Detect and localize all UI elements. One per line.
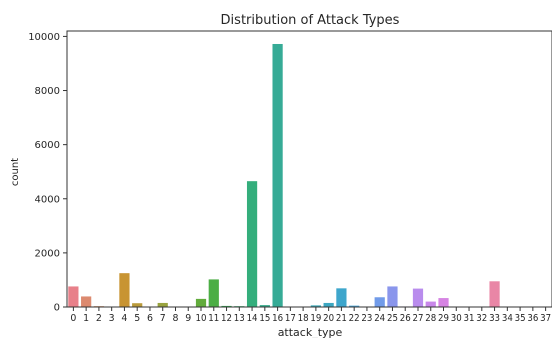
x-tick-label: 26 [400,313,411,324]
x-tick-label: 14 [247,313,258,324]
bar-1 [81,296,92,307]
bar-14 [246,181,258,307]
x-tick-label: 12 [221,313,232,324]
bar-22 [349,305,360,307]
x-tick-label: 3 [109,313,115,324]
y-tick-label: 6000 [35,140,60,151]
bar-7 [157,302,168,307]
x-tick-label: 28 [425,313,436,324]
x-tick-label: 8 [172,313,178,324]
bar-33 [489,281,500,307]
x-tick-label: 7 [160,313,166,324]
x-tick-label: 34 [502,313,513,324]
chart-title: Distribution of Attack Types [221,13,400,28]
bar-0 [68,286,79,307]
y-tick-label: 4000 [35,194,60,205]
y-axis: 0 2000 4000 6000 8000 10000 [28,32,67,314]
y-tick-label: 2000 [35,248,60,259]
x-tick-label: 22 [349,313,360,324]
x-tick-label: 31 [464,313,475,324]
y-tick-label: 8000 [35,86,60,97]
x-tick-label: 6 [147,313,153,324]
bar-24 [374,297,385,307]
x-tick-label: 17 [285,313,296,324]
bar-11 [208,279,219,307]
bar-4 [119,273,130,307]
bar-21 [336,288,347,307]
y-axis-label: count [10,158,21,186]
bar-29 [438,298,449,307]
x-tick-label: 32 [476,313,487,324]
x-tick-label: 27 [412,313,423,324]
x-tick-label: 10 [196,313,207,324]
x-tick-label: 4 [121,313,127,324]
x-tick-label: 15 [259,313,270,324]
bars [68,43,551,308]
x-tick-label: 36 [527,313,538,324]
x-tick-label: 30 [451,313,462,324]
x-tick-label: 29 [438,313,449,324]
x-axis-label: attack_type [278,326,343,338]
x-tick-label: 35 [515,313,526,324]
bar-27 [412,288,424,307]
bar-19 [310,305,321,307]
x-tick-label: 20 [323,313,334,324]
x-tick-label: 21 [336,313,347,324]
x-tick-label: 11 [208,313,219,324]
x-tick-label: 25 [387,313,398,324]
x-tick-label: 0 [70,313,76,324]
x-tick-label: 18 [298,313,309,324]
bar-12 [221,305,232,307]
x-tick-label: 2 [96,313,102,324]
y-tick-label: 0 [54,303,60,314]
bar-5 [132,303,143,307]
bar-15 [259,305,270,307]
bar-28 [425,301,436,307]
plot-frame [66,30,552,308]
x-tick-label: 1 [83,313,89,324]
bar-10 [195,298,207,307]
y-tick-label: 10000 [28,32,60,43]
x-tick-label: 37 [540,313,551,324]
x-tick-label: 33 [489,313,500,324]
x-tick-label: 24 [374,313,385,324]
x-axis: 0 1 2 3 4 5 6 7 8 9 10 11 12 13 14 15 16 17 18 19 20 21 22 23 24… [70,307,551,324]
x-tick-label: 13 [234,313,245,324]
x-tick-label: 23 [361,313,372,324]
x-tick-label: 16 [272,313,283,324]
bar-16 [272,43,283,308]
x-tick-label: 9 [185,313,191,324]
x-tick-label: 5 [134,313,140,324]
x-tick-label: 19 [310,313,321,324]
bar-20 [323,302,334,307]
bar-25 [387,286,398,307]
